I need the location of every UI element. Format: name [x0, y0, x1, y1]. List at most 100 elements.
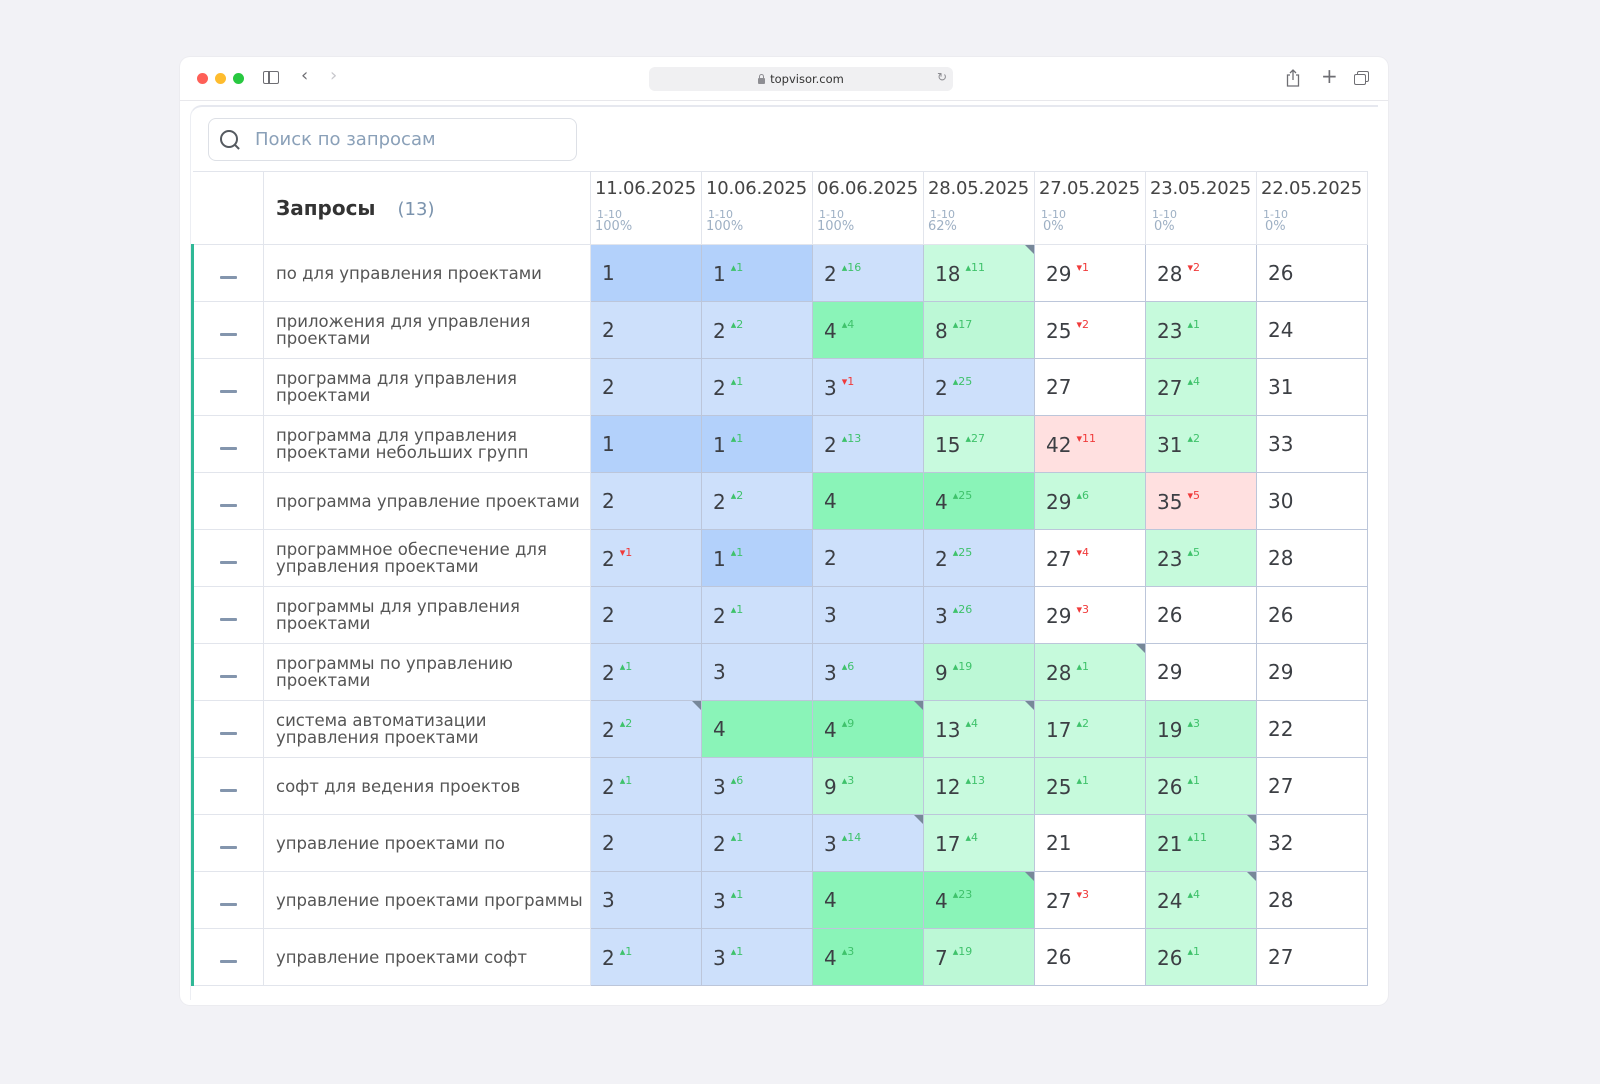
- row-control[interactable]: [191, 472, 264, 530]
- position-cell[interactable]: 17 ▴4: [923, 814, 1035, 872]
- position-cell[interactable]: 3 ▴1: [701, 928, 813, 986]
- position-cell[interactable]: 27: [1256, 757, 1368, 815]
- address-bar[interactable]: topvisor.com ↻: [649, 67, 953, 91]
- position-cell[interactable]: 30: [1256, 472, 1368, 530]
- position-cell[interactable]: 4 ▴3: [812, 928, 924, 986]
- position-cell[interactable]: 23 ▴1: [1145, 301, 1257, 359]
- row-control[interactable]: [191, 415, 264, 473]
- position-cell[interactable]: 2 ▴2: [701, 472, 813, 530]
- position-cell[interactable]: 3: [590, 871, 702, 929]
- position-cell[interactable]: 2: [590, 301, 702, 359]
- collapse-dash-icon[interactable]: [220, 960, 237, 963]
- close-window-button[interactable]: [197, 73, 208, 84]
- position-cell[interactable]: 2: [812, 529, 924, 587]
- position-cell[interactable]: 17 ▴2: [1034, 700, 1146, 758]
- position-cell[interactable]: 4 ▴25: [923, 472, 1035, 530]
- position-cell[interactable]: 2 ▴1: [701, 586, 813, 644]
- collapse-dash-icon[interactable]: [220, 390, 237, 393]
- position-cell[interactable]: 2 ▴25: [923, 358, 1035, 416]
- position-cell[interactable]: 21: [1034, 814, 1146, 872]
- position-cell[interactable]: 26 ▴1: [1145, 757, 1257, 815]
- position-cell[interactable]: 3 ▾1: [812, 358, 924, 416]
- position-cell[interactable]: 13 ▴4: [923, 700, 1035, 758]
- position-cell[interactable]: 2: [590, 586, 702, 644]
- collapse-dash-icon[interactable]: [220, 675, 237, 678]
- query-text[interactable]: программа для управления проектами небол…: [263, 415, 591, 473]
- back-icon[interactable]: ‹: [301, 65, 309, 86]
- position-cell[interactable]: 3: [812, 586, 924, 644]
- maximize-window-button[interactable]: [233, 73, 244, 84]
- queries-column-header[interactable]: Запросы (13): [263, 171, 591, 245]
- query-text[interactable]: управление проектами программы: [263, 871, 591, 929]
- position-cell[interactable]: 2 ▴13: [812, 415, 924, 473]
- position-cell[interactable]: 4: [812, 472, 924, 530]
- row-control[interactable]: [191, 814, 264, 872]
- collapse-dash-icon[interactable]: [220, 561, 237, 564]
- query-text[interactable]: программы по управлению проектами: [263, 643, 591, 701]
- position-cell[interactable]: 2 ▴1: [590, 643, 702, 701]
- collapse-dash-icon[interactable]: [220, 276, 237, 279]
- position-cell[interactable]: 4: [701, 700, 813, 758]
- query-text[interactable]: программное обеспечение для управления п…: [263, 529, 591, 587]
- position-cell[interactable]: 1 ▴1: [701, 415, 813, 473]
- row-control[interactable]: [191, 757, 264, 815]
- position-cell[interactable]: 3 ▴6: [701, 757, 813, 815]
- position-cell[interactable]: 4 ▴23: [923, 871, 1035, 929]
- position-cell[interactable]: 7 ▴19: [923, 928, 1035, 986]
- position-cell[interactable]: 3 ▴14: [812, 814, 924, 872]
- date-column-header[interactable]: 06.06.2025 1-10 100%: [812, 171, 924, 245]
- search-box[interactable]: [208, 118, 577, 161]
- position-cell[interactable]: 2 ▴1: [590, 928, 702, 986]
- row-control[interactable]: [191, 700, 264, 758]
- position-cell[interactable]: 29 ▴6: [1034, 472, 1146, 530]
- position-cell[interactable]: 29: [1256, 643, 1368, 701]
- collapse-dash-icon[interactable]: [220, 447, 237, 450]
- position-cell[interactable]: 9 ▴19: [923, 643, 1035, 701]
- reload-icon[interactable]: ↻: [936, 70, 947, 84]
- position-cell[interactable]: 2 ▴2: [701, 301, 813, 359]
- query-text[interactable]: программы для управления проектами: [263, 586, 591, 644]
- position-cell[interactable]: 29: [1145, 643, 1257, 701]
- query-text[interactable]: по для управления проектами: [263, 244, 591, 302]
- position-cell[interactable]: 27: [1034, 358, 1146, 416]
- date-column-header[interactable]: 28.05.2025 1-10 62%: [923, 171, 1035, 245]
- position-cell[interactable]: 3: [701, 643, 813, 701]
- row-control[interactable]: [191, 928, 264, 986]
- row-control[interactable]: [191, 529, 264, 587]
- position-cell[interactable]: 28 ▴1: [1034, 643, 1146, 701]
- query-text[interactable]: софт для ведения проектов: [263, 757, 591, 815]
- position-cell[interactable]: 32: [1256, 814, 1368, 872]
- position-cell[interactable]: 27: [1256, 928, 1368, 986]
- position-cell[interactable]: 2 ▴25: [923, 529, 1035, 587]
- position-cell[interactable]: 12 ▴13: [923, 757, 1035, 815]
- position-cell[interactable]: 31 ▴2: [1145, 415, 1257, 473]
- position-cell[interactable]: 42 ▾11: [1034, 415, 1146, 473]
- position-cell[interactable]: 26 ▴1: [1145, 928, 1257, 986]
- position-cell[interactable]: 33: [1256, 415, 1368, 473]
- position-cell[interactable]: 29 ▾3: [1034, 586, 1146, 644]
- position-cell[interactable]: 2 ▴16: [812, 244, 924, 302]
- position-cell[interactable]: 2: [590, 358, 702, 416]
- collapse-dash-icon[interactable]: [220, 903, 237, 906]
- sidebar-icon[interactable]: [263, 71, 279, 84]
- forward-icon[interactable]: ›: [330, 65, 338, 86]
- position-cell[interactable]: 28: [1256, 871, 1368, 929]
- position-cell[interactable]: 26: [1256, 586, 1368, 644]
- position-cell[interactable]: 1: [590, 244, 702, 302]
- position-cell[interactable]: 28 ▾2: [1145, 244, 1257, 302]
- query-text[interactable]: система автоматизации управления проекта…: [263, 700, 591, 758]
- position-cell[interactable]: 31: [1256, 358, 1368, 416]
- query-text[interactable]: программа для управления проектами: [263, 358, 591, 416]
- position-cell[interactable]: 9 ▴3: [812, 757, 924, 815]
- date-column-header[interactable]: 23.05.2025 1-10 0%: [1145, 171, 1257, 245]
- position-cell[interactable]: 26: [1145, 586, 1257, 644]
- position-cell[interactable]: 27 ▾4: [1034, 529, 1146, 587]
- position-cell[interactable]: 8 ▴17: [923, 301, 1035, 359]
- position-cell[interactable]: 2 ▴2: [590, 700, 702, 758]
- row-control[interactable]: [191, 586, 264, 644]
- position-cell[interactable]: 4 ▴4: [812, 301, 924, 359]
- position-cell[interactable]: 29 ▾1: [1034, 244, 1146, 302]
- date-column-header[interactable]: 27.05.2025 1-10 0%: [1034, 171, 1146, 245]
- position-cell[interactable]: 28: [1256, 529, 1368, 587]
- position-cell[interactable]: 2 ▴1: [590, 757, 702, 815]
